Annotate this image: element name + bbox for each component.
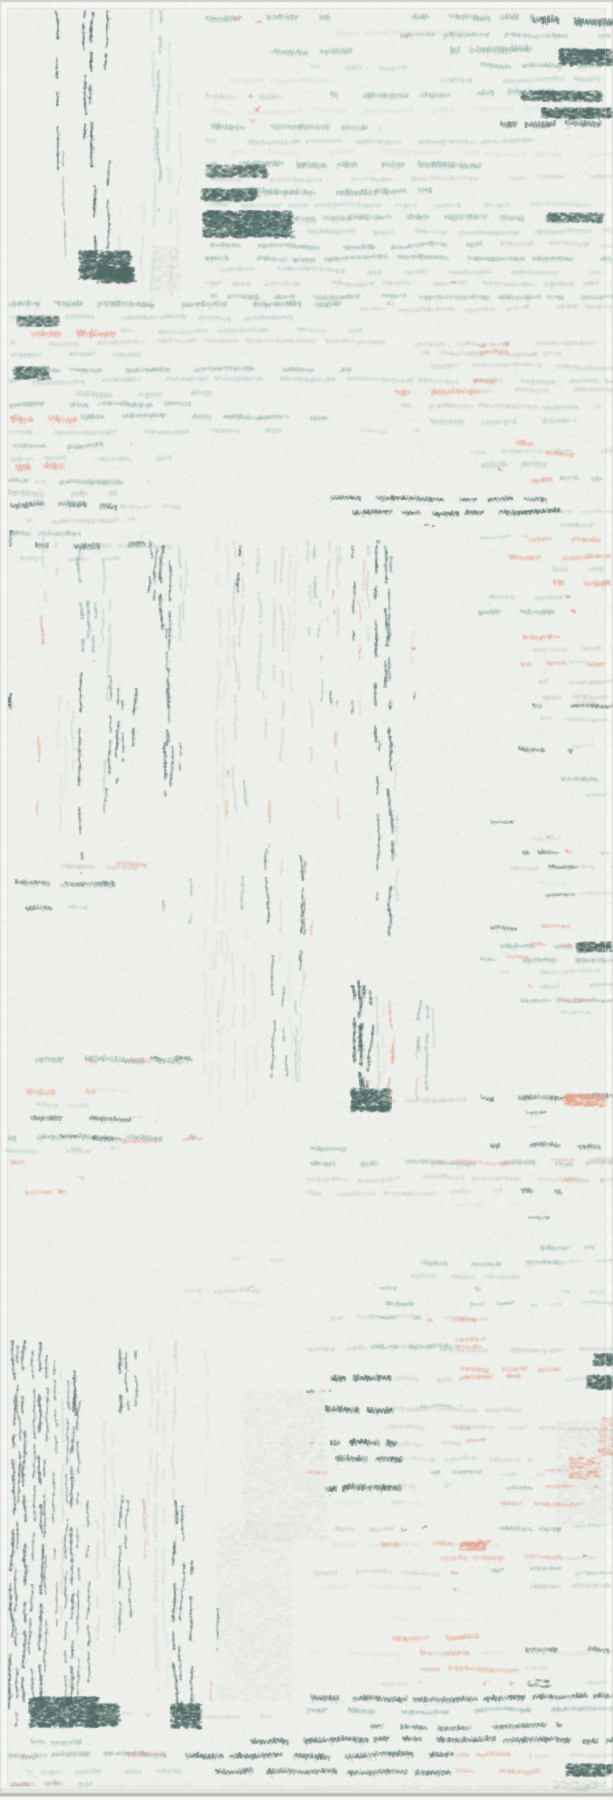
rug-photo-frame (0, 0, 613, 1800)
rug-product-photo (0, 0, 613, 1800)
